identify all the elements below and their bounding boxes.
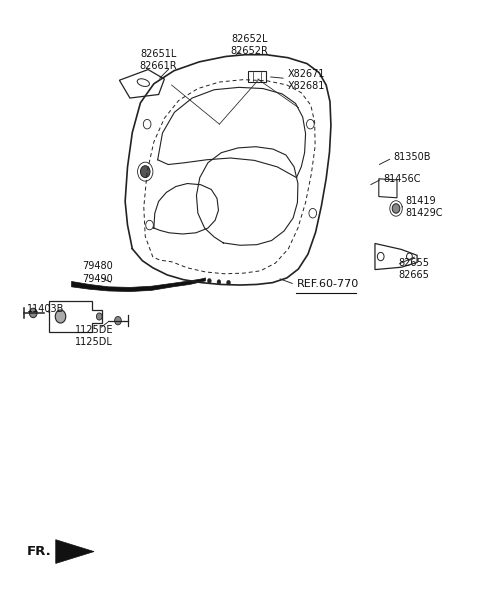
Circle shape xyxy=(96,313,102,320)
Polygon shape xyxy=(56,540,94,563)
Text: 82655
82665: 82655 82665 xyxy=(398,258,429,280)
Text: FR.: FR. xyxy=(27,545,52,558)
Circle shape xyxy=(115,317,121,325)
Circle shape xyxy=(227,280,230,285)
Text: 82652L
82652R: 82652L 82652R xyxy=(230,34,268,57)
Circle shape xyxy=(55,310,66,323)
Text: 81419
81429C: 81419 81429C xyxy=(405,196,443,218)
Circle shape xyxy=(29,308,37,318)
Text: 81456C: 81456C xyxy=(384,174,421,184)
Polygon shape xyxy=(72,278,205,292)
Text: 11403B: 11403B xyxy=(27,305,64,314)
Circle shape xyxy=(392,203,400,213)
Circle shape xyxy=(207,278,211,283)
Text: 79480
79490: 79480 79490 xyxy=(82,261,113,284)
Text: REF.60-770: REF.60-770 xyxy=(297,280,359,289)
Circle shape xyxy=(217,280,221,284)
Text: 1125DE
1125DL: 1125DE 1125DL xyxy=(75,325,113,347)
Text: 81350B: 81350B xyxy=(393,152,431,162)
Circle shape xyxy=(141,166,150,177)
Text: X82671
X82681: X82671 X82681 xyxy=(288,69,325,92)
Text: 82651L
82661R: 82651L 82661R xyxy=(140,49,178,71)
